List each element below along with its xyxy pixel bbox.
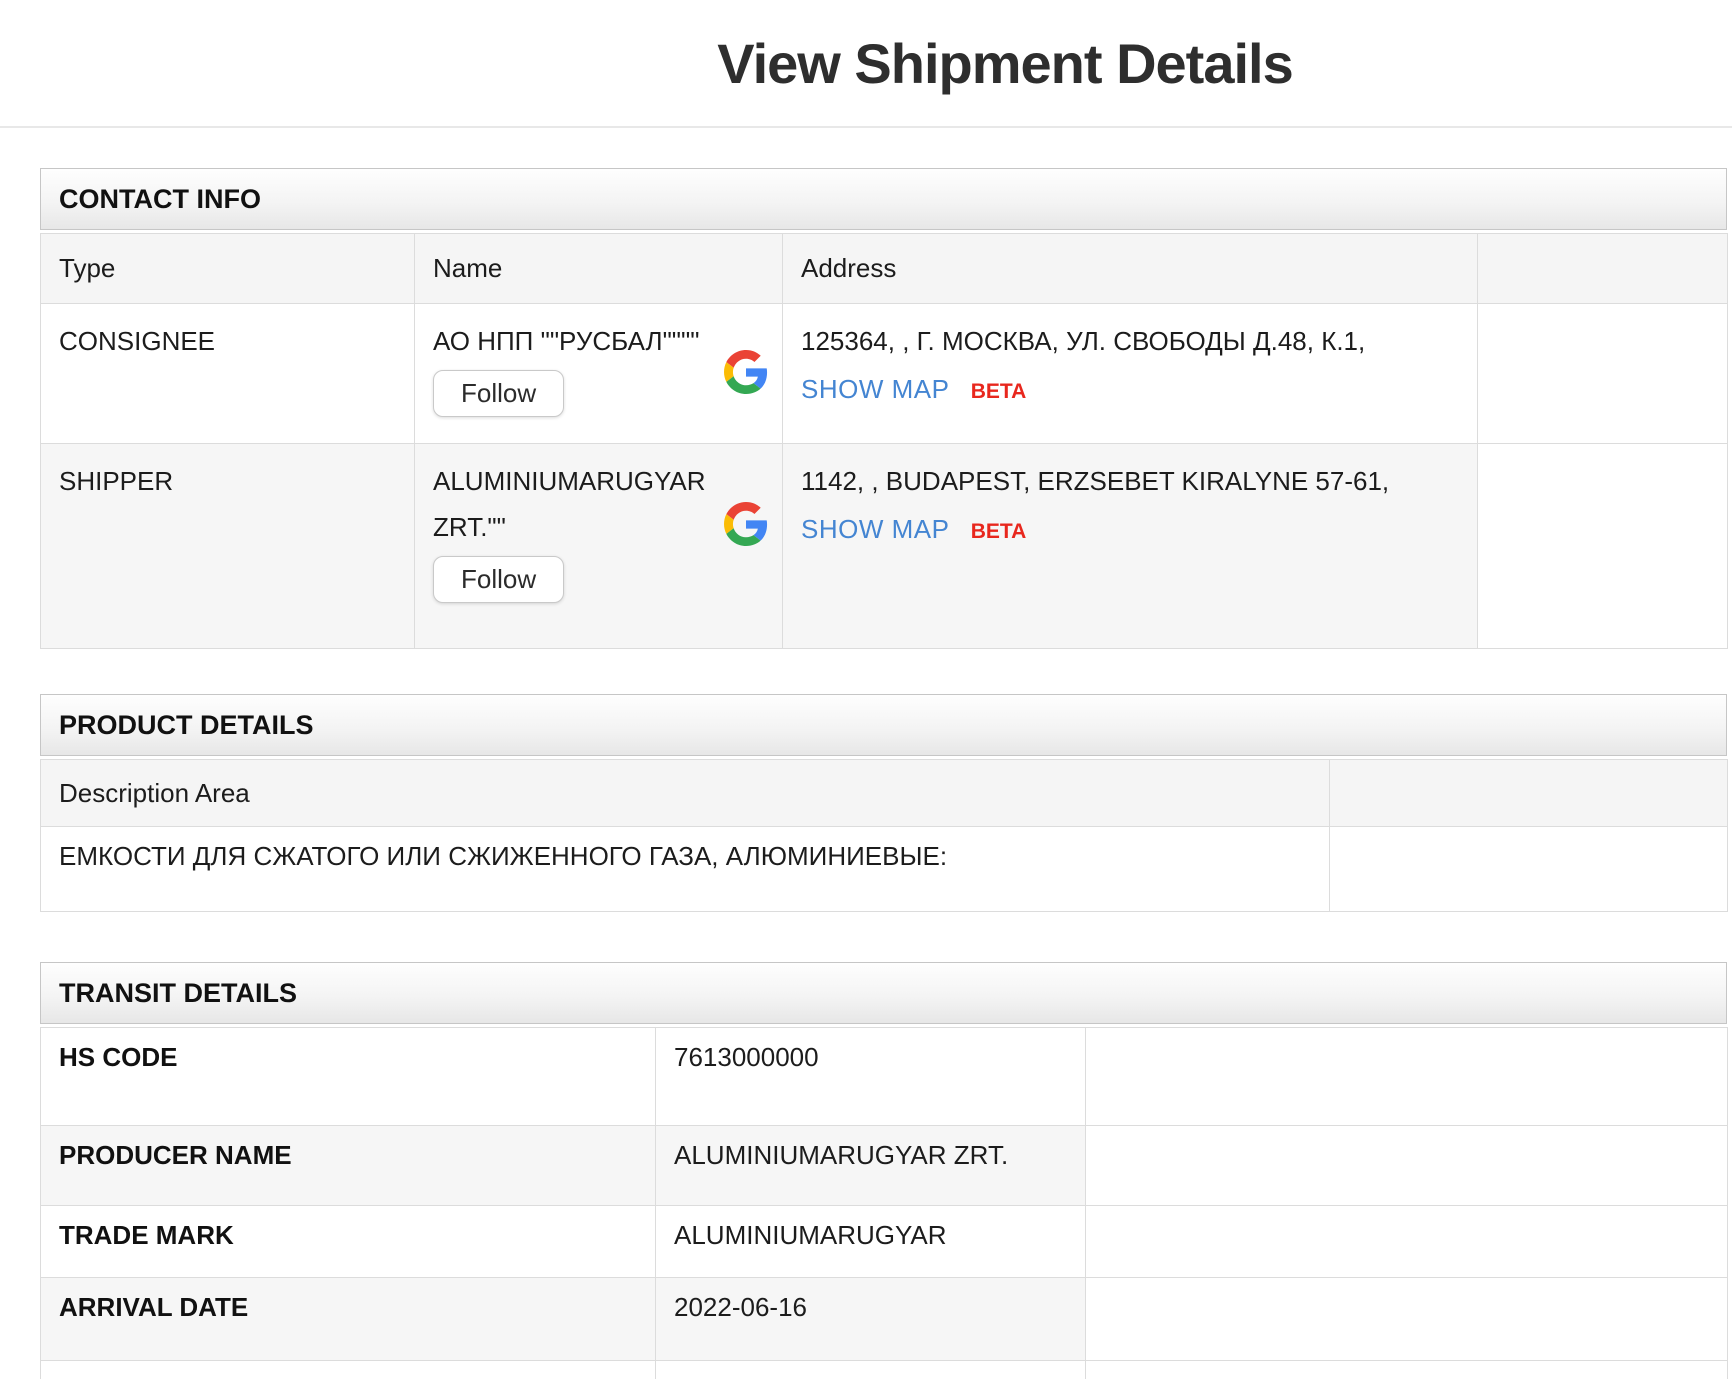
follow-button-shipper[interactable]: Follow bbox=[433, 556, 565, 603]
transit-value-trade-mark: ALUMINIUMARUGYAR bbox=[655, 1205, 1086, 1278]
transit-row-trade-mark: TRADE MARK ALUMINIUMARUGYAR bbox=[40, 1205, 1728, 1278]
transit-value-hs-code: 7613000000 bbox=[655, 1027, 1086, 1126]
google-icon[interactable] bbox=[724, 502, 768, 546]
contact-header-row: Type Name Address bbox=[40, 233, 1728, 304]
contact-info-title: CONTACT INFO bbox=[59, 183, 261, 214]
map-line-consignee: SHOW MAP BETA bbox=[801, 374, 1459, 405]
transit-blank-cell bbox=[1085, 1205, 1728, 1278]
show-map-link-shipper[interactable]: SHOW MAP bbox=[801, 514, 950, 544]
contact-address-cell-consignee: 125364, , Г. МОСКВА, УЛ. СВОБОДЫ Д.48, К… bbox=[782, 303, 1478, 444]
table-row-shipper: SHIPPER ALUMINIUMARUGYAR ZRT."" Follow bbox=[40, 443, 1728, 649]
transit-details-title: TRANSIT DETAILS bbox=[59, 977, 297, 1008]
map-line-shipper: SHOW MAP BETA bbox=[801, 514, 1459, 545]
contact-name-consignee: АО НПП ""РУСБАЛ"""" bbox=[433, 326, 700, 356]
contact-type-shipper: SHIPPER bbox=[40, 443, 415, 649]
google-icon[interactable] bbox=[724, 350, 768, 394]
transit-details-caption: TRANSIT DETAILS bbox=[40, 962, 1727, 1024]
product-description-empty-cell bbox=[1329, 826, 1728, 912]
contact-name-shipper: ALUMINIUMARUGYAR ZRT."" bbox=[433, 466, 706, 542]
contact-address-consignee: 125364, , Г. МОСКВА, УЛ. СВОБОДЫ Д.48, К… bbox=[801, 326, 1366, 356]
transit-details-section: TRANSIT DETAILS HS CODE 7613000000 PRODU… bbox=[40, 962, 1728, 1379]
transit-row-cutoff bbox=[40, 1360, 1728, 1379]
transit-value-arrival-date: 2022-06-16 bbox=[655, 1277, 1086, 1361]
transit-cutoff-label-cell bbox=[40, 1360, 656, 1379]
transit-row-arrival-date: ARRIVAL DATE 2022-06-16 bbox=[40, 1277, 1728, 1361]
transit-blank-cell bbox=[1085, 1360, 1728, 1379]
main-content: CONTACT INFO Type Name Address CONSI bbox=[40, 168, 1728, 1379]
transit-blank-cell bbox=[1085, 1277, 1728, 1361]
page-title: View Shipment Details bbox=[717, 31, 1293, 95]
beta-badge-consignee: BETA bbox=[970, 380, 1027, 403]
transit-details-table: HS CODE 7613000000 PRODUCER NAME ALUMINI… bbox=[40, 1027, 1728, 1379]
product-header-row: Description Area bbox=[40, 759, 1728, 827]
table-row-consignee: CONSIGNEE АО НПП ""РУСБАЛ"""" Follow bbox=[40, 303, 1728, 444]
transit-label-hs-code: HS CODE bbox=[40, 1027, 656, 1126]
product-details-caption: PRODUCT DETAILS bbox=[40, 694, 1727, 756]
transit-blank-cell bbox=[1085, 1027, 1728, 1126]
beta-badge-shipper: BETA bbox=[970, 520, 1027, 543]
description-area-header: Description Area bbox=[40, 759, 1330, 827]
transit-value-producer-name: ALUMINIUMARUGYAR ZRT. bbox=[655, 1125, 1086, 1206]
transit-label-arrival-date: ARRIVAL DATE bbox=[40, 1277, 656, 1361]
product-details-section: PRODUCT DETAILS Description Area ЕМКОСТИ… bbox=[40, 694, 1728, 912]
contact-address-cell-shipper: 1142, , BUDAPEST, ERZSEBET KIRALYNE 57-6… bbox=[782, 443, 1478, 649]
transit-label-trade-mark: TRADE MARK bbox=[40, 1205, 656, 1278]
product-details-table: Description Area ЕМКОСТИ ДЛЯ СЖАТОГО ИЛИ… bbox=[40, 759, 1728, 912]
contact-name-cell-consignee: АО НПП ""РУСБАЛ"""" Follow bbox=[414, 303, 783, 444]
product-header-empty bbox=[1329, 759, 1728, 827]
transit-row-hs-code: HS CODE 7613000000 bbox=[40, 1027, 1728, 1126]
transit-cutoff-value-cell bbox=[655, 1360, 1086, 1379]
contact-type-consignee: CONSIGNEE bbox=[40, 303, 415, 444]
show-map-link-consignee[interactable]: SHOW MAP bbox=[801, 374, 950, 404]
column-header-address: Address bbox=[782, 233, 1478, 304]
empty-cell-shipper bbox=[1477, 443, 1728, 649]
transit-label-producer-name: PRODUCER NAME bbox=[40, 1125, 656, 1206]
transit-blank-cell bbox=[1085, 1125, 1728, 1206]
column-header-name: Name bbox=[414, 233, 783, 304]
contact-info-table: Type Name Address CONSIGNEE АО НПП ""РУС… bbox=[40, 233, 1728, 649]
product-description: ЕМКОСТИ ДЛЯ СЖАТОГО ИЛИ СЖИЖЕННОГО ГАЗА,… bbox=[40, 826, 1330, 912]
product-details-title: PRODUCT DETAILS bbox=[59, 709, 314, 740]
contact-info-caption: CONTACT INFO bbox=[40, 168, 1727, 230]
contact-name-cell-shipper: ALUMINIUMARUGYAR ZRT."" Follow bbox=[414, 443, 783, 649]
follow-button-consignee[interactable]: Follow bbox=[433, 370, 565, 417]
page-header: View Shipment Details bbox=[0, 0, 1732, 128]
contact-address-shipper: 1142, , BUDAPEST, ERZSEBET KIRALYNE 57-6… bbox=[801, 466, 1390, 496]
column-header-type: Type bbox=[40, 233, 415, 304]
product-description-row: ЕМКОСТИ ДЛЯ СЖАТОГО ИЛИ СЖИЖЕННОГО ГАЗА,… bbox=[40, 826, 1728, 912]
contact-info-section: CONTACT INFO Type Name Address CONSI bbox=[40, 168, 1728, 649]
transit-row-producer-name: PRODUCER NAME ALUMINIUMARUGYAR ZRT. bbox=[40, 1125, 1728, 1206]
column-header-empty bbox=[1477, 233, 1728, 304]
empty-cell-consignee bbox=[1477, 303, 1728, 444]
